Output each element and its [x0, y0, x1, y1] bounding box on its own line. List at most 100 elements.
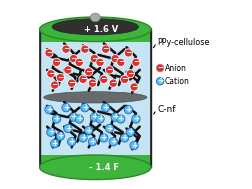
- Circle shape: [120, 134, 128, 142]
- Text: −: −: [156, 63, 163, 72]
- Text: +: +: [48, 127, 54, 136]
- Circle shape: [80, 45, 89, 53]
- Circle shape: [52, 115, 60, 123]
- Circle shape: [56, 132, 64, 140]
- Text: +: +: [57, 131, 63, 140]
- Text: +: +: [46, 105, 52, 114]
- Text: −: −: [80, 74, 86, 84]
- Text: −: −: [106, 65, 112, 74]
- Text: +: +: [81, 103, 88, 112]
- Text: Cation: Cation: [164, 77, 189, 86]
- Circle shape: [50, 139, 59, 148]
- Text: +: +: [121, 133, 127, 142]
- Text: +: +: [127, 127, 133, 136]
- Circle shape: [99, 75, 108, 84]
- Text: −: −: [132, 57, 139, 67]
- Text: +: +: [97, 114, 103, 123]
- Ellipse shape: [39, 155, 150, 180]
- Circle shape: [90, 113, 98, 121]
- Text: −: −: [102, 44, 108, 53]
- Text: −: −: [125, 48, 131, 57]
- Text: −: −: [127, 69, 133, 78]
- Circle shape: [131, 58, 140, 67]
- Circle shape: [45, 49, 53, 57]
- Circle shape: [75, 115, 83, 123]
- Text: +: +: [110, 137, 116, 146]
- Text: −: −: [117, 57, 123, 67]
- Circle shape: [67, 138, 76, 146]
- Circle shape: [45, 105, 53, 114]
- Text: −: −: [70, 54, 76, 63]
- Circle shape: [109, 79, 117, 87]
- Text: −: −: [97, 57, 103, 67]
- Circle shape: [126, 70, 134, 78]
- Circle shape: [79, 75, 87, 84]
- Circle shape: [156, 64, 163, 72]
- Text: +: +: [156, 76, 163, 85]
- Ellipse shape: [44, 92, 146, 103]
- Circle shape: [96, 58, 104, 67]
- Text: +: +: [51, 139, 57, 148]
- Text: +: +: [63, 103, 69, 112]
- Circle shape: [88, 79, 96, 87]
- Text: −: −: [91, 54, 97, 63]
- Text: −: −: [65, 65, 71, 74]
- Ellipse shape: [52, 19, 138, 35]
- Text: −: −: [57, 73, 63, 82]
- Text: −: −: [121, 74, 127, 84]
- Circle shape: [75, 58, 83, 67]
- Circle shape: [109, 138, 117, 146]
- Circle shape: [105, 124, 113, 133]
- Text: +: +: [65, 124, 71, 133]
- Text: +: +: [68, 137, 75, 146]
- Text: Anion: Anion: [164, 64, 186, 73]
- Text: +: +: [117, 114, 123, 123]
- Circle shape: [101, 45, 109, 53]
- Circle shape: [124, 105, 132, 114]
- Circle shape: [101, 104, 109, 112]
- Text: +: +: [102, 103, 108, 112]
- Text: +: +: [76, 114, 82, 123]
- Text: + 1.6 V: + 1.6 V: [83, 25, 117, 34]
- Text: −: −: [51, 80, 58, 89]
- Circle shape: [50, 81, 59, 89]
- Text: −: −: [110, 78, 116, 87]
- Circle shape: [116, 58, 124, 67]
- Text: −: −: [112, 54, 118, 63]
- Circle shape: [90, 54, 98, 63]
- Text: +: +: [89, 137, 95, 146]
- Text: −: −: [62, 44, 69, 53]
- Text: +: +: [70, 112, 76, 121]
- Text: −: −: [76, 57, 82, 67]
- Text: −: −: [130, 82, 137, 91]
- Circle shape: [64, 124, 72, 133]
- Circle shape: [80, 104, 89, 112]
- Polygon shape: [39, 155, 150, 167]
- Circle shape: [52, 58, 60, 67]
- Circle shape: [62, 45, 70, 53]
- Text: −: −: [85, 67, 91, 76]
- Circle shape: [99, 134, 108, 142]
- Text: C-nf: C-nf: [157, 105, 175, 114]
- Circle shape: [129, 83, 138, 91]
- Circle shape: [124, 49, 132, 57]
- Text: −: −: [89, 78, 95, 87]
- Polygon shape: [39, 29, 150, 42]
- Circle shape: [69, 113, 77, 121]
- Text: −: −: [46, 48, 52, 57]
- Text: −: −: [81, 44, 88, 53]
- Text: +: +: [106, 124, 112, 133]
- Circle shape: [111, 113, 119, 121]
- Text: +: +: [53, 114, 59, 123]
- Ellipse shape: [39, 17, 150, 42]
- Circle shape: [131, 115, 140, 123]
- Text: +: +: [132, 114, 139, 123]
- Text: −: −: [68, 78, 75, 87]
- Text: +: +: [91, 112, 97, 121]
- Circle shape: [67, 79, 76, 87]
- Text: - 1.4 F: - 1.4 F: [88, 163, 118, 172]
- Text: +: +: [100, 133, 107, 142]
- Circle shape: [84, 126, 92, 135]
- Text: −: −: [100, 74, 107, 84]
- Circle shape: [62, 104, 70, 112]
